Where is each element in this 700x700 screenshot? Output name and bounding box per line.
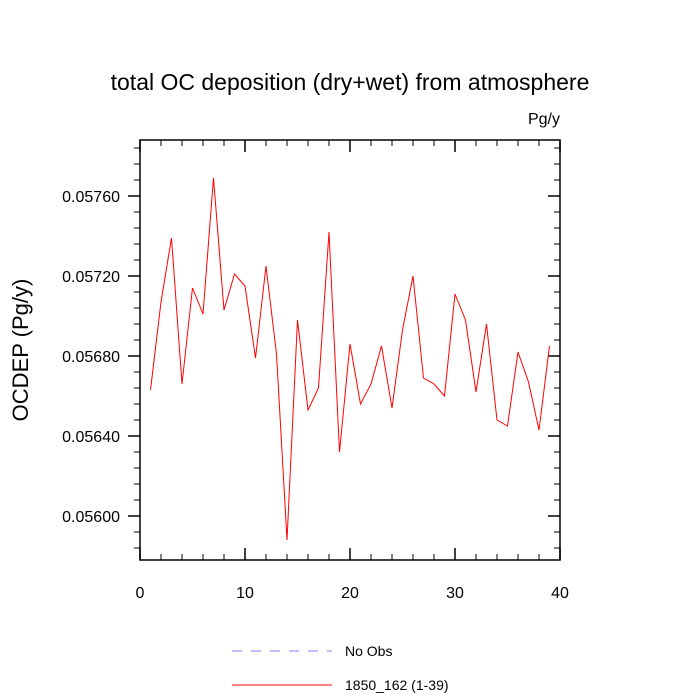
y-tick-label: 0.05760	[62, 189, 120, 206]
legend-label-no-obs: No Obs	[345, 643, 392, 659]
x-tick-label: 0	[136, 585, 145, 602]
x-tick-label: 30	[446, 585, 464, 602]
x-tick-label: 20	[341, 585, 359, 602]
plot-frame	[139, 139, 561, 561]
legend: No Obs 1850_162 (1-39)	[232, 643, 449, 693]
axis-ticks	[128, 140, 561, 560]
x-tick-label: 40	[551, 585, 569, 602]
x-tick-label: 10	[236, 585, 254, 602]
legend-label-series: 1850_162 (1-39)	[345, 677, 449, 693]
series-layer	[150, 177, 550, 541]
y-axis-label: OCDEP (Pg/y)	[8, 279, 33, 422]
units-label: Pg/y	[528, 111, 560, 128]
series-line	[150, 177, 550, 541]
y-tick-label: 0.05680	[62, 349, 120, 366]
y-tick-label: 0.05640	[62, 429, 120, 446]
y-tick-label: 0.05600	[62, 509, 120, 526]
chart-title: total OC deposition (dry+wet) from atmos…	[111, 69, 590, 95]
y-tick-label: 0.05720	[62, 269, 120, 286]
axis-tick-labels: 0 10 20 30 40 0.05600 0.05640 0.05680 0.05720 0.0…	[62, 189, 569, 602]
